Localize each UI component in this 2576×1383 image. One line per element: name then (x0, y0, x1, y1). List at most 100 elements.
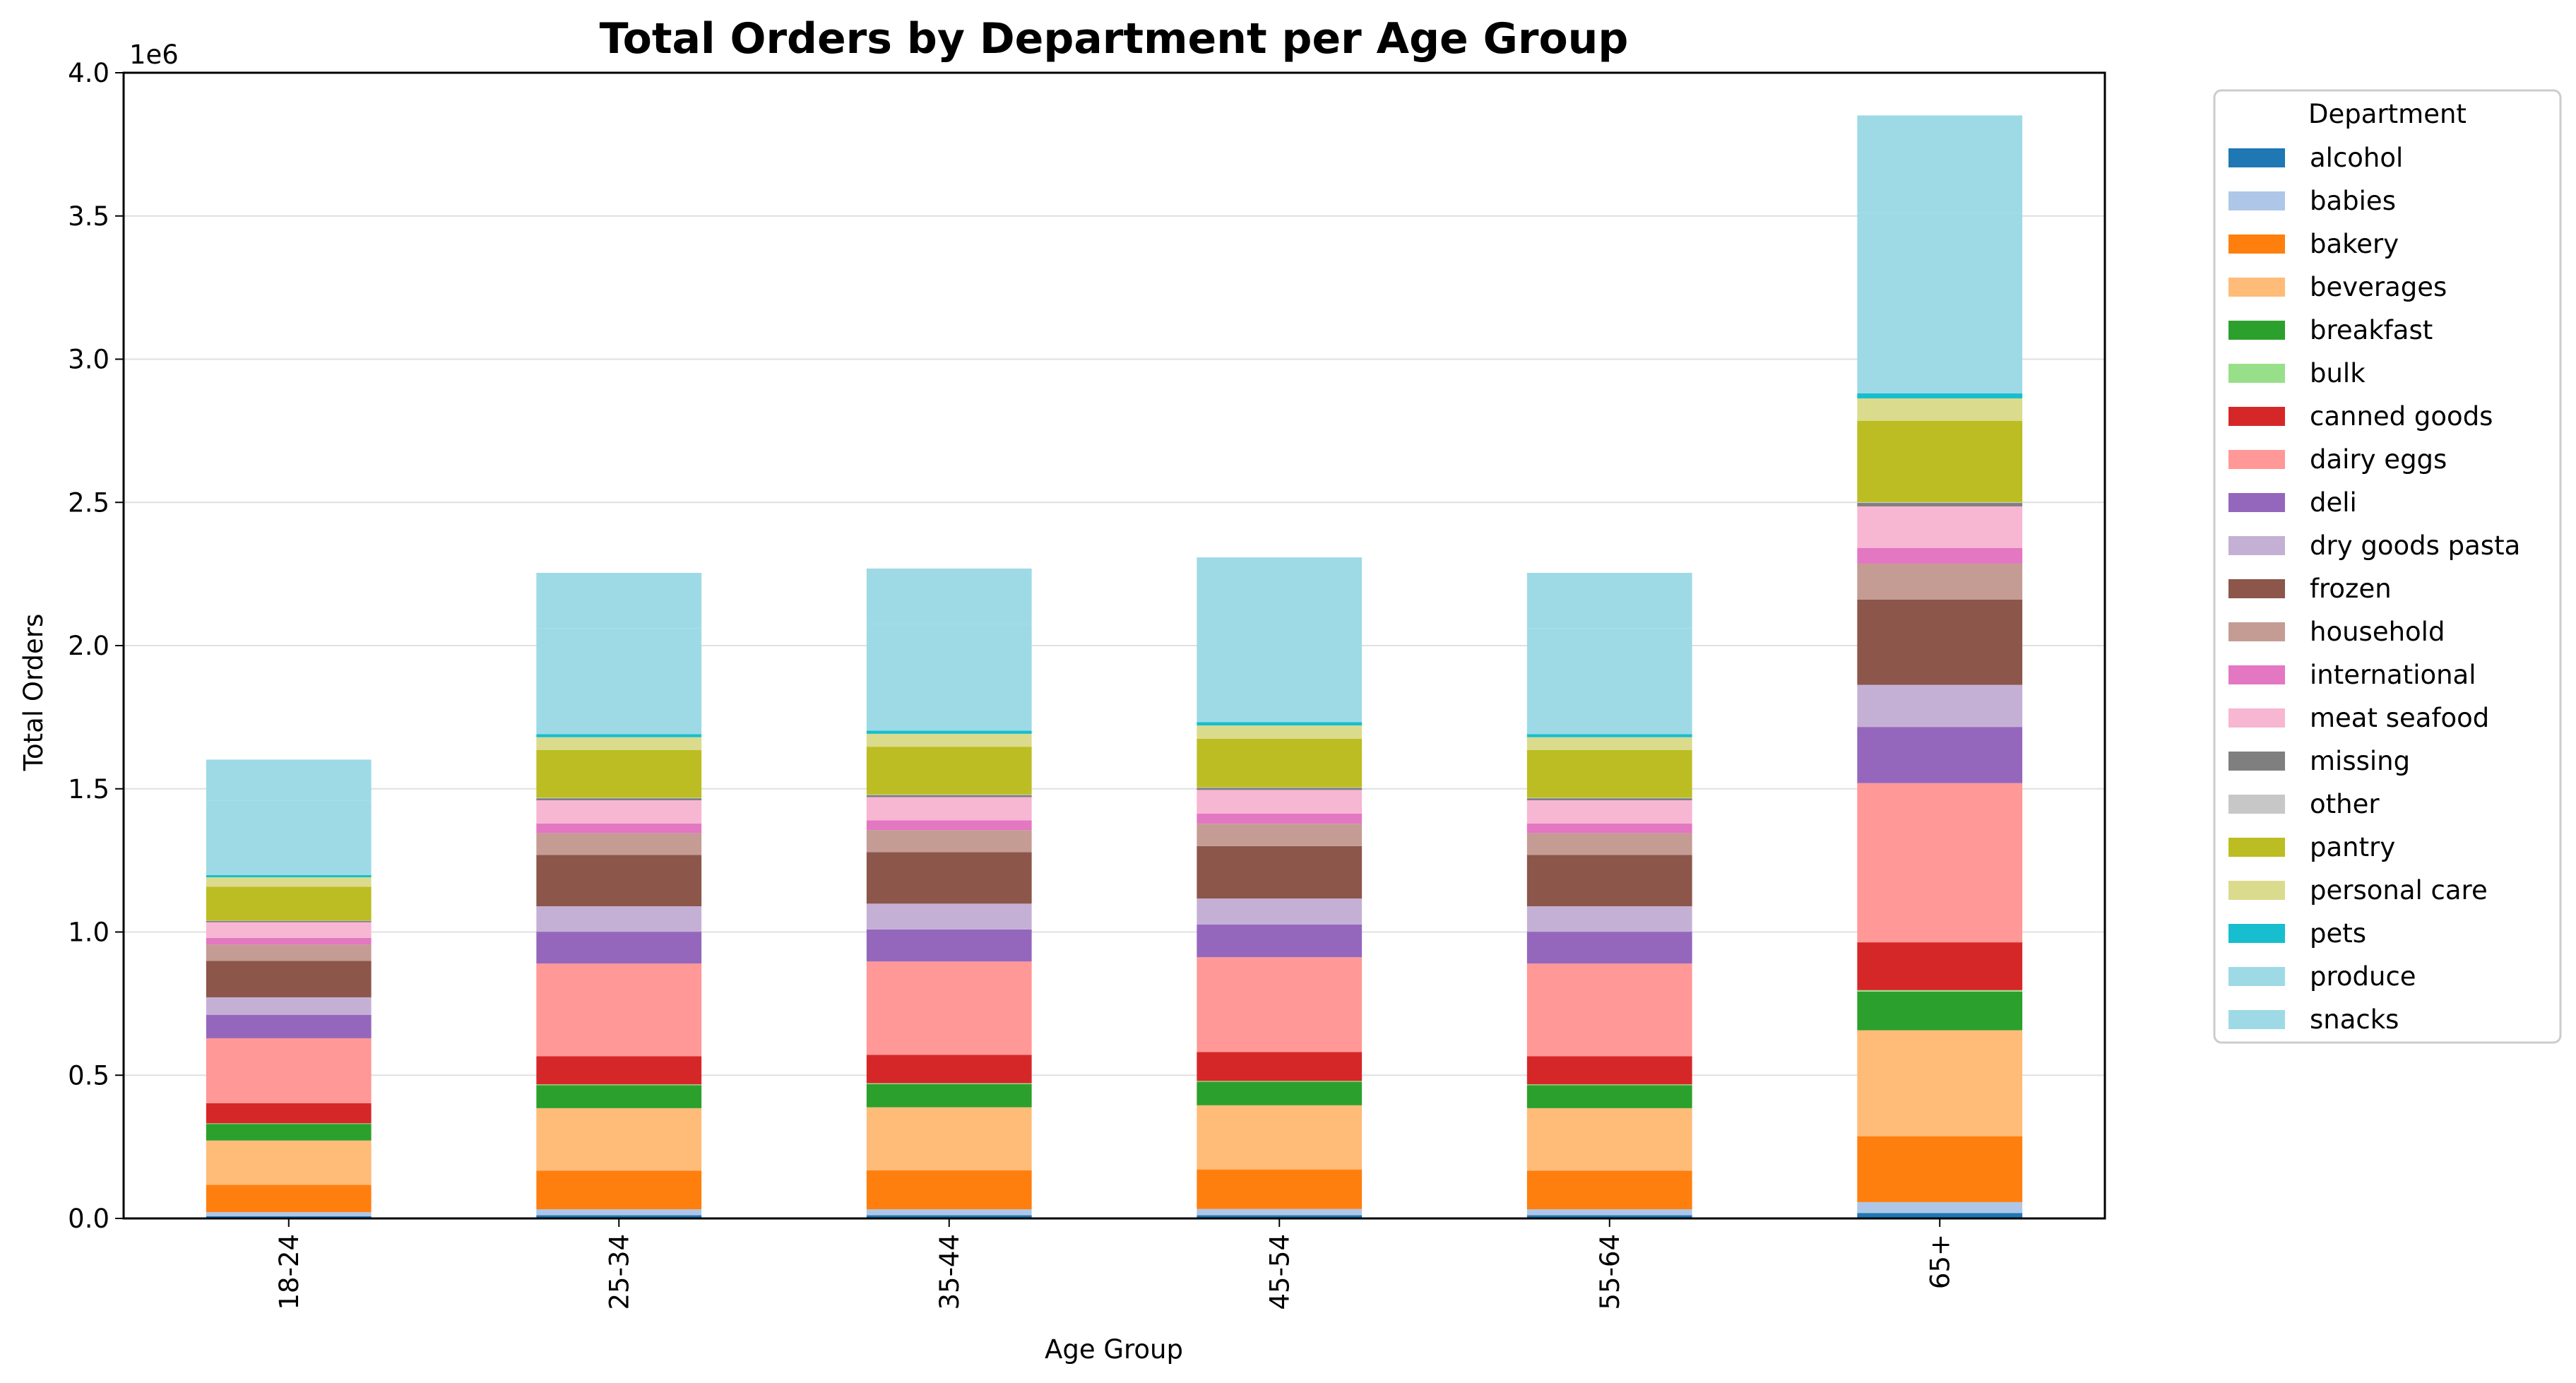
legend-label: produce (2310, 961, 2416, 992)
bar-segment-beverages (536, 1108, 702, 1171)
legend: Department alcohol babies bakery beverages b… (2213, 89, 2562, 1044)
bar-segment-deli (206, 1014, 372, 1038)
x-tick-label: 45-54 (1264, 1234, 1295, 1310)
bar-segment-dry-goods-pasta (866, 903, 1032, 930)
legend-swatch (2228, 579, 2285, 598)
bar-segment-alcohol (1197, 1215, 1363, 1218)
bar-segment-missing (1197, 788, 1363, 790)
bar-segment-personal-care (1526, 737, 1692, 751)
legend-swatch (2228, 148, 2285, 167)
bar-segment-bulk (536, 1084, 702, 1086)
legend-item: bakery (2228, 229, 2399, 259)
bar-segment-dry-goods-pasta (1857, 684, 2023, 728)
bar-segment-beverages (866, 1107, 1032, 1170)
bar-segment-beverages (1526, 1108, 1692, 1171)
legend-item: dairy eggs (2228, 444, 2447, 475)
bar-segment-pets (1197, 722, 1363, 726)
chart-title: Total Orders by Department per Age Group (600, 14, 1629, 64)
bar-segment-deli (536, 932, 702, 964)
bar-segment-frozen (1526, 855, 1692, 907)
bar-segment-pantry (206, 886, 372, 921)
bar-segment-dry-goods-pasta (1197, 898, 1363, 925)
legend-item: beverages (2228, 272, 2447, 302)
y-tick-label: 0.0 (68, 1204, 109, 1234)
legend-item: bulk (2228, 358, 2366, 388)
bar-segment-household (1857, 564, 2023, 600)
legend-swatch (2228, 364, 2285, 383)
legend-label: canned goods (2310, 401, 2493, 432)
y-tick-label: 2.0 (68, 631, 109, 661)
bar-segment-meat-seafood (536, 800, 702, 824)
bar-segment-dairy-eggs (206, 1038, 372, 1103)
bar-segment-canned-goods (1526, 1056, 1692, 1085)
bar-segment-produce (536, 628, 702, 735)
y-multiplier-label: 1e6 (129, 40, 179, 70)
legend-swatch (2228, 967, 2285, 986)
y-tick-label: 3.5 (68, 201, 109, 232)
bar-segment-dairy-eggs (536, 963, 702, 1057)
bar-segment-breakfast (1197, 1081, 1363, 1105)
legend-swatch (2228, 708, 2285, 728)
legend-label: other (2310, 789, 2380, 819)
bar-segment-canned-goods (206, 1103, 372, 1124)
legend-swatch (2228, 407, 2285, 426)
y-tick-label: 1.5 (68, 774, 109, 805)
bar-segment-pantry (1526, 750, 1692, 798)
bar-segment-alcohol (1526, 1215, 1692, 1218)
legend-item: personal care (2228, 875, 2488, 906)
y-tick-label: 2.5 (68, 487, 109, 518)
bar-segment-beverages (1197, 1105, 1363, 1170)
bar-segment-snacks (1857, 115, 2023, 213)
bar-segment-babies (536, 1209, 702, 1216)
legend-label: frozen (2310, 574, 2392, 604)
bar-segment-household (1197, 824, 1363, 846)
bar-segment-pantry (866, 747, 1032, 795)
x-tick-label: 35-44 (934, 1234, 965, 1310)
bar-stack-65+ (1857, 115, 2023, 1218)
legend-label: babies (2310, 186, 2396, 216)
bar-segment-dry-goods-pasta (206, 997, 372, 1015)
legend-item: meat seafood (2228, 703, 2489, 733)
legend-item: alcohol (2228, 143, 2403, 173)
bar-segment-deli (866, 929, 1032, 962)
bar-segment-dairy-eggs (1857, 783, 2023, 943)
legend-item: deli (2228, 487, 2357, 518)
bar-stack-35-44 (866, 568, 1032, 1218)
bar-segment-snacks (866, 568, 1032, 624)
bar-segment-alcohol (866, 1215, 1032, 1218)
bar-segment-dairy-eggs (1526, 963, 1692, 1057)
y-tick-label: 3.0 (68, 345, 109, 375)
bar-segment-snacks (1526, 573, 1692, 629)
x-tick-label: 55-64 (1595, 1234, 1625, 1310)
bar-stack-45-54 (1197, 557, 1363, 1218)
legend-label: dry goods pasta (2310, 530, 2520, 561)
legend-frame (2213, 89, 2562, 1044)
bar-segment-pets (1526, 734, 1692, 737)
y-tick-label: 1.0 (68, 918, 109, 948)
x-axis-label: Age Group (1045, 1334, 1183, 1365)
bar-segment-dairy-eggs (866, 961, 1032, 1055)
bar-segment-personal-care (866, 733, 1032, 747)
y-gridlines (124, 72, 2105, 1219)
legend-label: beverages (2310, 272, 2447, 302)
bar-segment-other (536, 797, 702, 799)
legend-label: dairy eggs (2310, 444, 2447, 475)
legend-label: snacks (2310, 1004, 2399, 1035)
bar-segment-snacks (206, 759, 372, 801)
bar-segment-deli (1197, 924, 1363, 958)
legend-swatch (2228, 924, 2285, 943)
bar-segment-frozen (1857, 599, 2023, 685)
bar-segment-missing (536, 798, 702, 800)
bar-segment-dairy-eggs (1197, 957, 1363, 1052)
legend-label: bulk (2310, 358, 2366, 388)
legend-label: personal care (2310, 875, 2488, 906)
bar-segment-beverages (206, 1140, 372, 1185)
legend-swatch (2228, 1010, 2285, 1029)
legend-item: dry goods pasta (2228, 530, 2520, 561)
bar-segment-meat-seafood (206, 922, 372, 939)
legend-swatch (2228, 450, 2285, 469)
bar-segment-frozen (866, 852, 1032, 904)
bar-segment-produce (866, 624, 1032, 731)
legend-label: missing (2310, 746, 2410, 776)
bar-segment-breakfast (536, 1085, 702, 1108)
